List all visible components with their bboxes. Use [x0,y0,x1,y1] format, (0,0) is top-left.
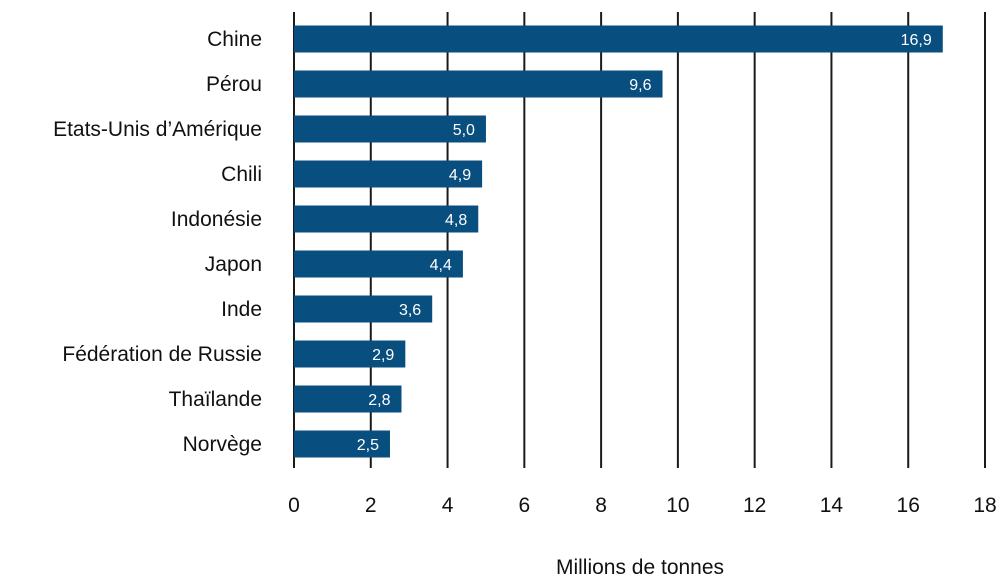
bar-value-label: 2,5 [357,437,379,454]
bar [294,25,943,53]
bar [294,385,402,413]
category-label: Fédération de Russie [62,343,262,366]
bar [294,340,406,368]
x-tick-label: 2 [365,494,377,517]
bar-value-label: 16,9 [901,32,932,49]
bar-value-label: 3,6 [399,302,421,319]
category-label: Japon [205,253,262,276]
category-label: Thaïlande [169,388,262,411]
bar [294,115,486,143]
x-tick-label: 4 [442,494,454,517]
category-labels: Chine Pérou Etats-Unis d’Amérique Chili Indo… [53,28,262,456]
x-tick-label: 0 [288,494,300,517]
bar-value-label: 2,9 [372,347,394,364]
x-tick-label: 14 [820,494,844,517]
bar [294,430,390,458]
x-tick-label: 16 [897,494,920,517]
bar-value-label: 4,4 [430,257,452,274]
category-label: Chili [221,163,262,186]
x-axis-title: Millions de tonnes [556,556,724,579]
bar [294,205,479,233]
bar-value-label: 4,9 [449,167,471,184]
bar-value-label: 9,6 [629,77,651,94]
bar [294,70,663,98]
bar [294,250,463,278]
x-tick-label: 8 [595,494,607,517]
bar [294,160,483,188]
bar-value-label: 5,0 [453,122,475,139]
bar-value-label: 2,8 [368,392,390,409]
category-label: Inde [221,298,262,321]
x-tick-label: 6 [518,494,530,517]
bars: 16,9 9,6 5,0 4,9 4,8 4,4 3,6 2,9 2,8 2,5 [294,25,943,458]
category-label: Chine [207,28,262,51]
x-tick-label: 18 [973,494,996,517]
bar [294,295,433,323]
category-label: Indonésie [171,208,262,231]
x-tick-label: 10 [666,494,689,517]
tick-labels: 0 2 4 6 8 10 12 14 16 18 [288,494,997,517]
category-label: Norvège [183,433,262,456]
bar-value-label: 4,8 [445,212,467,229]
category-label: Etats-Unis d’Amérique [53,118,262,141]
x-tick-label: 12 [743,494,766,517]
category-label: Pérou [206,73,262,96]
